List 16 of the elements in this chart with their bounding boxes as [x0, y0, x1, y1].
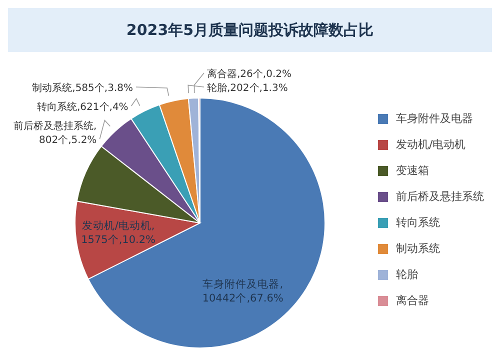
data-label: 制动系统,585个,3.8% [32, 82, 133, 94]
data-label: 发动机/电动机,1575个,10.2% [81, 219, 156, 246]
data-label: 离合器,26个,0.2% [207, 68, 292, 80]
legend-label: 转向系统 [396, 215, 440, 230]
legend-label: 变速箱 [396, 163, 429, 178]
legend-label: 制动系统 [396, 241, 440, 256]
legend-label: 车身附件及电器 [396, 111, 473, 126]
legend-label: 轮胎 [396, 267, 418, 282]
data-label: 前后桥及悬挂系统,802个,5.2% [14, 120, 97, 146]
data-label: 轮胎,202个,1.3% [207, 82, 288, 94]
data-label: 转向系统,621个,4% [37, 101, 128, 113]
legend-label: 离合器 [396, 293, 429, 308]
data-label: 车身附件及电器,10442个,67.6% [202, 278, 284, 305]
legend-label: 发动机/电动机 [396, 137, 466, 152]
chart-title: 2023年5月质量问题投诉故障数占比 [8, 8, 492, 52]
legend-label: 前后桥及悬挂系统 [396, 189, 484, 204]
